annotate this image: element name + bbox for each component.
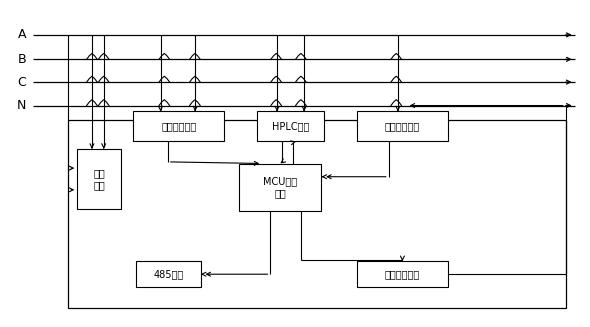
Text: 485模块: 485模块 [153,269,183,279]
Bar [357,112,448,141]
Text: B: B [17,53,26,66]
Text: 信号注入模块: 信号注入模块 [385,269,420,279]
Bar [239,164,322,211]
Bar [136,261,201,287]
Bar [68,120,566,308]
Bar [257,112,324,141]
Bar [133,112,224,141]
Bar [77,149,122,209]
Text: 信号接收模块: 信号接收模块 [385,121,420,131]
Bar [357,261,448,287]
Text: MCU主控
模块: MCU主控 模块 [263,176,297,198]
Text: C: C [17,76,26,89]
Text: 过零检测模块: 过零检测模块 [161,121,196,131]
Text: 电源
模块: 电源 模块 [93,168,105,190]
Text: HPLC模块: HPLC模块 [272,121,309,131]
Text: N: N [17,99,26,112]
Text: A: A [18,28,26,42]
